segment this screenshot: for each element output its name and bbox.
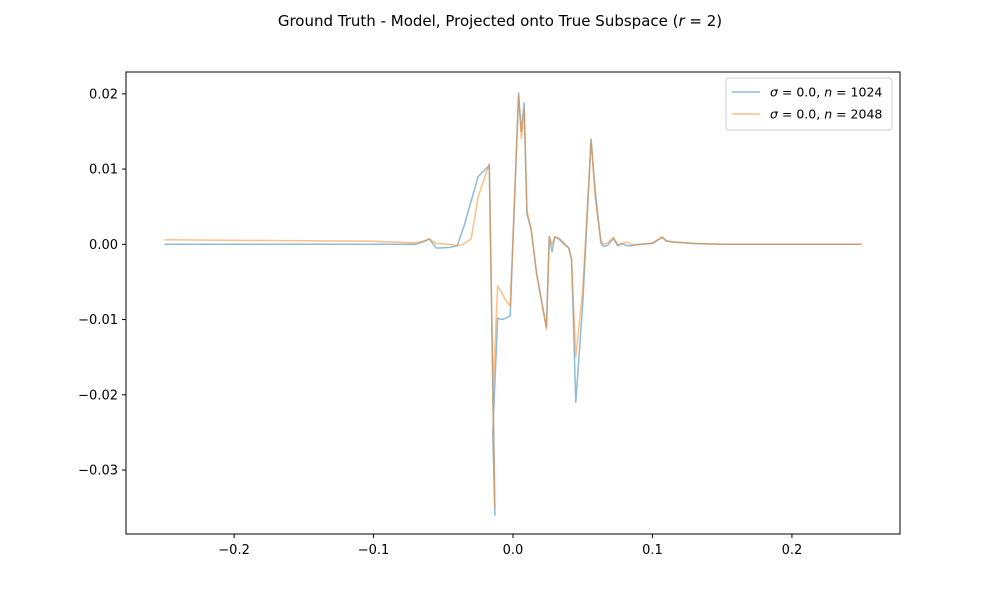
legend-label-part: σ	[770, 85, 779, 100]
legend-frame	[725, 77, 893, 131]
legend-label-2: σ = 0.0, n = 2048	[770, 107, 882, 122]
y-tick-label: −0.03	[78, 464, 118, 479]
legend-label-part: n	[824, 107, 832, 122]
legend-label-part: n	[824, 85, 832, 100]
x-tick-label: −0.1	[358, 543, 390, 558]
legend-label-part: = 0.0,	[778, 85, 824, 100]
y-axis: 0.02 0.01 0.00 −0.01 −0.02 −0.03	[78, 87, 126, 479]
x-tick-label: −0.2	[218, 543, 250, 558]
chart-title-prefix: Ground Truth - Model, Projected onto Tru…	[278, 12, 679, 30]
legend-label-1: σ = 0.0, n = 1024	[770, 85, 882, 100]
y-tick-label: 0.01	[89, 163, 118, 178]
x-tick-label: 0.2	[782, 543, 803, 558]
y-tick-label: 0.00	[89, 238, 118, 253]
legend-label-part: = 1024	[832, 85, 882, 100]
series-lines	[164, 92, 862, 516]
series-line-2	[164, 95, 862, 509]
x-tick-label: 0.1	[642, 543, 663, 558]
x-axis: −0.2 −0.1 0.0 0.1 0.2	[218, 534, 802, 558]
chart-title-suffix: = 2)	[685, 12, 723, 30]
legend-label-part: σ	[770, 107, 779, 122]
legend-label-part: = 0.0,	[778, 107, 824, 122]
chart-title-var: r	[678, 12, 685, 30]
chart-title: Ground Truth - Model, Projected onto Tru…	[278, 12, 722, 30]
y-tick-label: −0.02	[78, 388, 118, 403]
x-tick-label: 0.0	[503, 543, 524, 558]
legend-label-part: = 2048	[832, 107, 882, 122]
y-tick-label: −0.01	[78, 313, 118, 328]
y-tick-label: 0.02	[89, 87, 118, 102]
